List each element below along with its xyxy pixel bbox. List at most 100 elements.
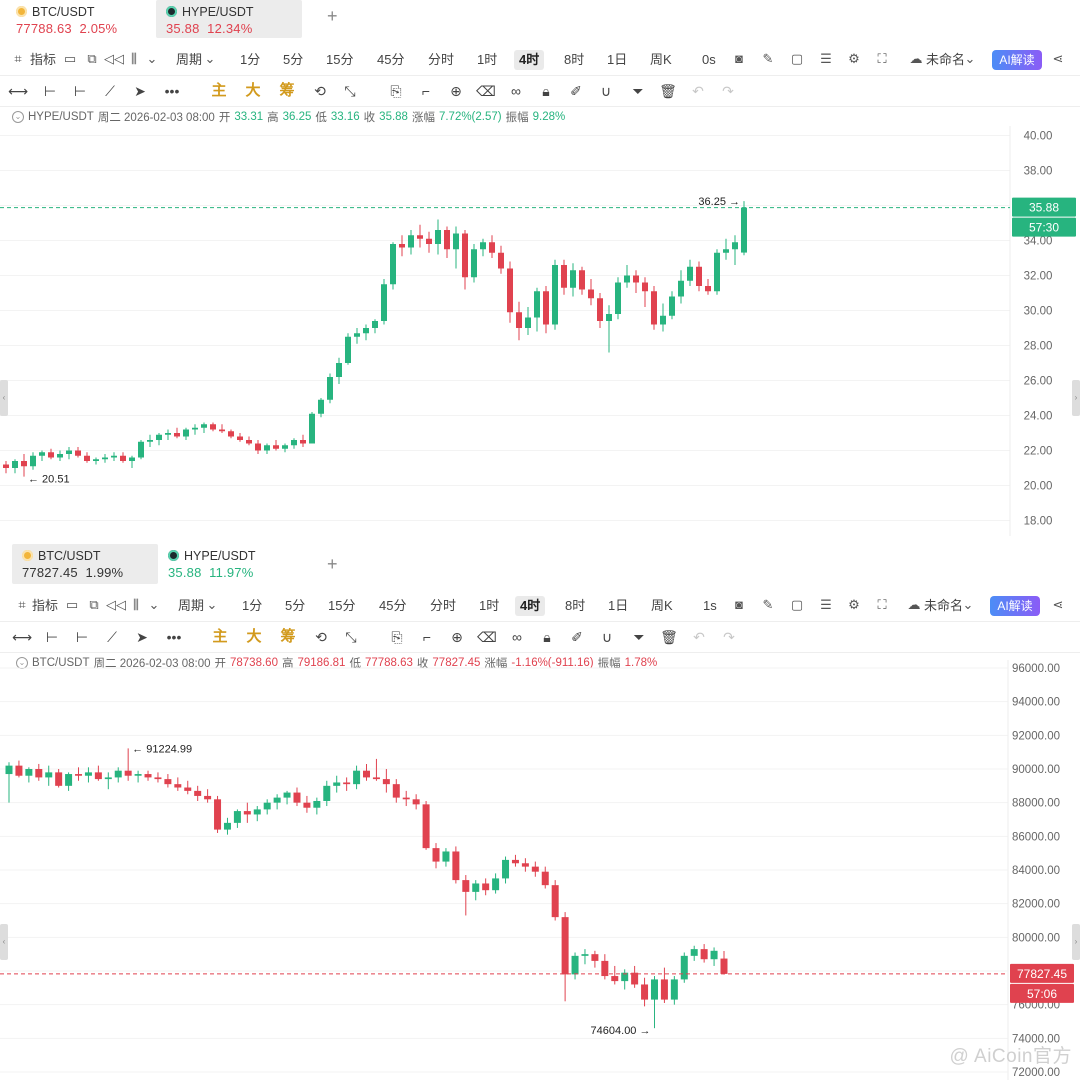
replay-icon[interactable]: ◁◁ (104, 51, 124, 66)
sync-icon[interactable]: ⟲ (314, 83, 326, 99)
period-1m[interactable]: 1分 (240, 52, 261, 67)
add-tab-plus-icon[interactable]: + (327, 554, 338, 574)
filter-icon[interactable]: ⏷ (632, 83, 644, 99)
lock-icon[interactable]: 🔒︎ (542, 83, 550, 99)
period-8h[interactable]: 8时 (564, 52, 585, 67)
left-collapse-handle[interactable]: ‹ (0, 924, 8, 960)
hline-tool-icon[interactable]: ⊢ (43, 83, 57, 99)
big-order-button[interactable]: 大 (245, 82, 261, 99)
fullscreen-icon[interactable]: ⛶ (877, 597, 887, 612)
zoom-icon[interactable]: ⊕ (450, 83, 462, 99)
chevron-down-icon[interactable]: ⌄ (206, 597, 218, 612)
period-15m[interactable]: 15分 (326, 52, 354, 67)
redo-icon[interactable]: ↷ (723, 629, 735, 645)
camera-icon[interactable]: ◙ (735, 597, 743, 612)
trash-icon[interactable]: 🗑︎ (659, 83, 677, 99)
ruler-icon[interactable]: ⌐ (422, 629, 432, 645)
lock-icon[interactable]: 🔒︎ (543, 629, 551, 645)
indicator-button[interactable]: 指标 (32, 598, 59, 613)
layout-name[interactable]: 未命名 (924, 598, 964, 613)
ray-tool-icon[interactable]: ⊢ (75, 629, 89, 645)
layout-name[interactable]: 未命名 (926, 52, 966, 67)
chevron-down-icon[interactable]: ⌄ (204, 51, 216, 66)
chevron-down-icon[interactable]: ⌄ (962, 597, 974, 612)
cloud-icon[interactable]: ☁ (907, 597, 921, 612)
segment-tool-icon[interactable]: ⟷ (8, 83, 29, 99)
ruler-icon[interactable]: ⌐ (421, 83, 431, 99)
copy-icon[interactable]: ⎘ (390, 83, 402, 99)
pen-icon[interactable]: ✎ (762, 51, 774, 66)
tab-btc[interactable]: BTC/USDT 77788.63 2.05% (6, 0, 152, 38)
period-45m[interactable]: 45分 (379, 598, 407, 613)
redo-icon[interactable]: ↷ (722, 83, 734, 99)
link-icon[interactable]: ∞ (512, 629, 522, 645)
period-button[interactable]: 周期 (178, 598, 205, 613)
ray-tool-icon[interactable]: ⊢ (73, 83, 87, 99)
cursor-tool-icon[interactable]: ➤ (136, 629, 148, 645)
template-icon[interactable]: ▭ (65, 597, 79, 612)
period-5m[interactable]: 5分 (283, 52, 304, 67)
period-button[interactable]: 周期 (176, 52, 203, 67)
main-chip-button[interactable]: 主 (212, 628, 228, 645)
pen-icon[interactable]: ✎ (762, 597, 774, 612)
edit-icon[interactable]: ✐ (571, 629, 583, 645)
main-chip-button[interactable]: 主 (211, 82, 227, 99)
magnet2-icon[interactable]: ∪ (600, 83, 612, 99)
filter-icon[interactable]: ⏷ (633, 629, 645, 645)
replay-icon[interactable]: ◁◁ (106, 597, 126, 612)
trash-icon[interactable]: 🗑︎ (660, 629, 678, 645)
period-1d[interactable]: 1日 (607, 52, 628, 67)
more-tools-icon[interactable]: ••• (164, 83, 180, 99)
sliders-icon[interactable]: ☰ (820, 51, 832, 66)
note-icon[interactable]: ▢ (790, 51, 804, 66)
right-collapse-handle[interactable]: › (1072, 380, 1080, 416)
period-5m[interactable]: 5分 (285, 598, 306, 613)
period-1h[interactable]: 1时 (477, 52, 498, 67)
indicator-icon[interactable]: ⌗ (18, 597, 26, 612)
link-icon[interactable]: ∞ (511, 83, 521, 99)
left-collapse-handle[interactable]: ‹ (0, 380, 8, 416)
hline-tool-icon[interactable]: ⊢ (45, 629, 59, 645)
zoom-icon[interactable]: ⊕ (451, 629, 463, 645)
right-collapse-handle[interactable]: › (1072, 924, 1080, 960)
share-icon[interactable]: ⋖ (1052, 51, 1064, 66)
copy-icon[interactable]: ⎘ (391, 629, 403, 645)
chip-dist-button[interactable]: 筹 (279, 82, 295, 99)
more-tools-icon[interactable]: ••• (166, 629, 182, 645)
sync-icon[interactable]: ⟲ (315, 629, 327, 645)
ai-analysis-button[interactable]: AI解读 (990, 596, 1040, 616)
template-icon[interactable]: ▭ (63, 51, 77, 66)
chip-dist-button[interactable]: 筹 (280, 628, 296, 645)
period-1m[interactable]: 1分 (242, 598, 263, 613)
period-45m[interactable]: 45分 (377, 52, 405, 67)
undo-icon[interactable]: ↶ (693, 629, 705, 645)
share-icon[interactable]: ⋖ (1052, 597, 1064, 612)
note-icon[interactable]: ▢ (790, 597, 804, 612)
period-1d[interactable]: 1日 (608, 598, 629, 613)
tab-hype[interactable]: HYPE/USDT 35.88 12.34% (156, 0, 302, 38)
trendline-tool-icon[interactable]: ⟋ (105, 83, 115, 99)
hype-candlestick-chart[interactable]: 18.00 20.00 22.00 24.00 26.00 28.00 30.00 32.00… (0, 126, 1080, 536)
eraser-icon[interactable]: ⌫ (476, 83, 496, 99)
period-1h[interactable]: 1时 (479, 598, 500, 613)
chevron-down-icon[interactable]: ⌄ (148, 597, 160, 612)
edit-icon[interactable]: ✐ (570, 83, 582, 99)
segment-tool-icon[interactable]: ⟷ (12, 629, 33, 645)
period-timeline[interactable]: 分时 (430, 598, 457, 613)
camera-icon[interactable]: ◙ (735, 51, 743, 66)
cursor-tool-icon[interactable]: ➤ (134, 83, 146, 99)
cloud-icon[interactable]: ☁ (909, 51, 923, 66)
chevron-down-icon[interactable]: ⌄ (964, 51, 976, 66)
period-4h[interactable]: 4时 (515, 596, 546, 616)
btc-candlestick-chart[interactable]: 72000.0074000.0076000.0078000.0080000.00… (0, 660, 1080, 1080)
chevron-down-icon[interactable]: ⌄ (146, 51, 158, 66)
sliders-icon[interactable]: ☰ (820, 597, 832, 612)
chart-type-icon[interactable]: ⫼ (131, 51, 137, 66)
indicator-button[interactable]: 指标 (30, 52, 57, 67)
add-tab-plus-icon[interactable]: + (327, 6, 338, 26)
undo-icon[interactable]: ↶ (692, 83, 704, 99)
period-week[interactable]: 周K (651, 598, 673, 613)
magnet2-icon[interactable]: ∪ (601, 629, 613, 645)
indicator-icon[interactable]: ⌗ (14, 51, 22, 66)
trendline-tool-icon[interactable]: ⟋ (107, 629, 117, 645)
